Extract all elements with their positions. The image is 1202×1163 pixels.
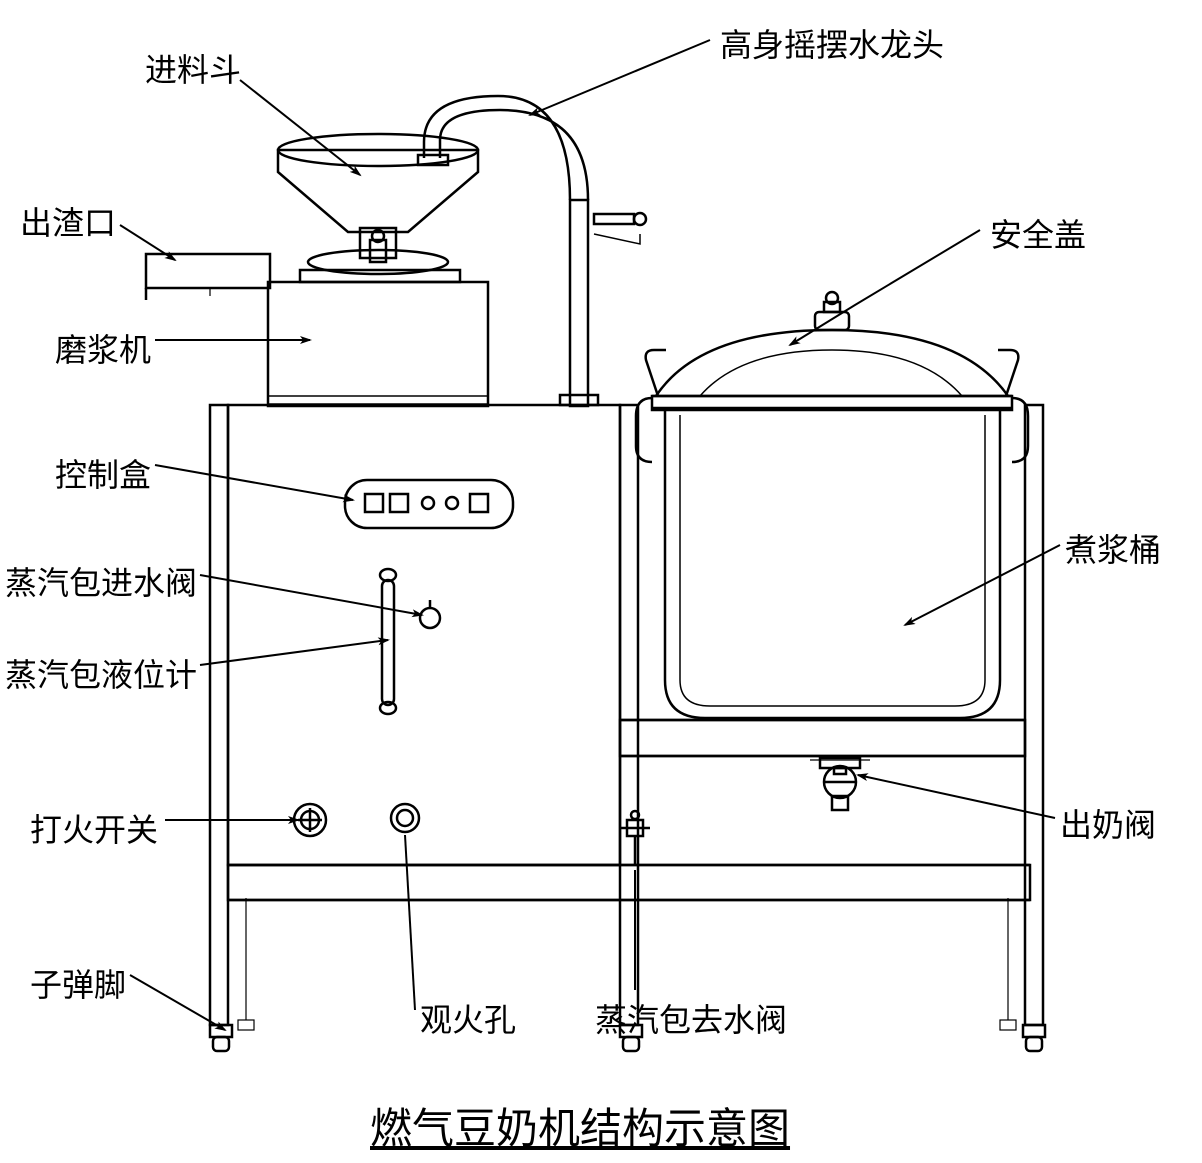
label-slag-outlet: 出渣口: [20, 198, 116, 244]
ignition-switch-icon: [294, 804, 326, 836]
slag-outlet-icon: [146, 254, 270, 300]
control-box-icon: [345, 480, 513, 528]
label-bullet-foot: 子弹脚: [30, 960, 126, 1006]
diagram-stage: 进料斗 高身摇摆水龙头 出渣口 安全盖 磨浆机 控制盒 煮浆桶 蒸汽包进水阀 蒸…: [0, 0, 1202, 1163]
boiling-barrel-icon: [636, 396, 1028, 718]
grinder-icon: [268, 230, 488, 406]
label-faucet: 高身摇摆水龙头: [720, 20, 944, 66]
label-control-box: 控制盒: [55, 450, 151, 496]
label-steam-inlet: 蒸汽包进水阀: [5, 558, 197, 604]
fire-hole-icon: [391, 804, 419, 832]
steam-drain-valve-icon: [620, 811, 650, 865]
label-ignition: 打火开关: [30, 805, 158, 851]
label-fire-hole: 观火孔: [420, 995, 516, 1041]
label-steam-drain: 蒸汽包去水阀: [595, 995, 787, 1041]
machine-outline: [146, 96, 1045, 1051]
label-feed-hopper: 进料斗: [145, 45, 241, 91]
label-steam-gauge: 蒸汽包液位计: [5, 650, 197, 696]
faucet-icon: [418, 96, 646, 406]
label-grinder: 磨浆机: [55, 325, 151, 371]
frame: [210, 405, 1043, 1025]
diagram-caption: 燃气豆奶机结构示意图: [370, 1095, 790, 1156]
safety-lid-icon: [646, 292, 1019, 396]
label-boiling-barrel: 煮浆桶: [1065, 525, 1161, 571]
leader-lines: [120, 40, 1060, 1030]
steam-inlet-valve-icon: [420, 600, 440, 628]
label-milk-valve: 出奶阀: [1060, 800, 1156, 846]
label-safety-lid: 安全盖: [990, 210, 1086, 256]
milk-valve-icon: [810, 758, 870, 810]
